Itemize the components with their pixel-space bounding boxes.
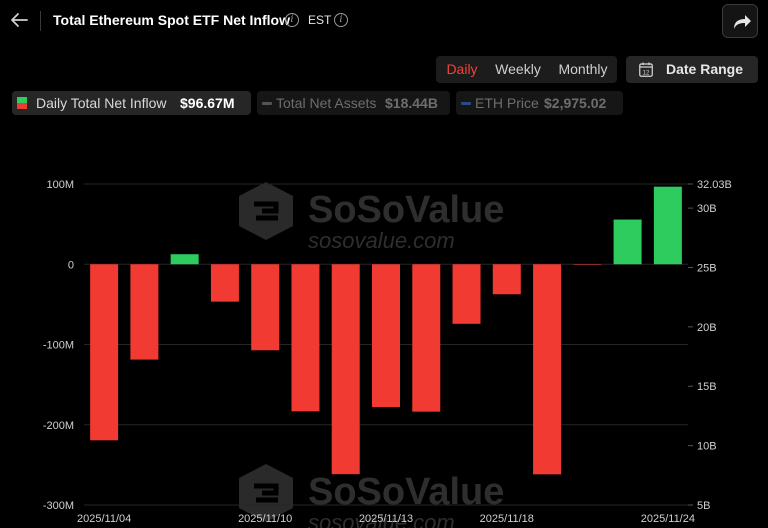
legend-label: ETH Price xyxy=(475,95,539,111)
legend-value: $96.67M xyxy=(180,95,235,111)
bar xyxy=(170,254,199,265)
y-right-tick-label: 5B xyxy=(697,500,710,512)
back-arrow-icon[interactable] xyxy=(8,9,30,31)
timezone-info-icon[interactable]: i xyxy=(334,13,348,27)
bar xyxy=(331,264,360,475)
x-axis: 2025/11/04 2025/11/10 2025/11/13 2025/11/18… xyxy=(77,513,695,525)
watermark-brand: SoSoValue xyxy=(308,189,504,231)
x-tick-label: 2025/11/10 xyxy=(238,513,292,525)
bar xyxy=(412,264,441,412)
legend-eth-price[interactable]: ETH Price $2,975.02 xyxy=(456,91,623,115)
header: Total Ethereum Spot ETF Net Inflow i EST… xyxy=(0,0,768,44)
period-weekly-button[interactable]: Weekly xyxy=(495,61,541,77)
bar xyxy=(372,264,400,408)
watermark-brand: SoSoValue xyxy=(308,471,504,513)
line-swatch-icon xyxy=(262,102,272,105)
legend-value: $2,975.02 xyxy=(544,95,607,111)
y-left-tick-label: -200M xyxy=(43,420,74,432)
bar xyxy=(251,264,280,351)
bar-swatch-icon xyxy=(17,97,27,109)
watermark-site: sosovalue.com xyxy=(308,228,455,253)
info-icon[interactable]: i xyxy=(285,13,299,27)
bar xyxy=(130,264,159,360)
header-divider xyxy=(40,11,41,31)
y-right-tick-label: 30B xyxy=(697,203,717,215)
y-left-tick-label: 0 xyxy=(68,259,74,271)
watermarks: SoSoValuesosovalue.comSoSoValuesosovalue… xyxy=(239,182,504,528)
bars xyxy=(90,186,682,475)
y-right-tick-label: 10B xyxy=(697,441,717,453)
bar xyxy=(492,264,521,295)
legend-label: Total Net Assets xyxy=(276,95,377,111)
x-tick-label: 2025/11/24 xyxy=(641,513,695,525)
bar xyxy=(533,264,562,475)
right-axis: 32.03B 30B 25B 20B 15B 10B 5B xyxy=(688,179,732,512)
bar xyxy=(613,219,642,265)
share-icon xyxy=(734,15,751,29)
x-tick-label: 2025/11/04 xyxy=(77,513,131,525)
legend-value: $18.44B xyxy=(385,95,438,111)
period-selector: Daily Weekly Monthly xyxy=(436,56,617,83)
bar xyxy=(573,264,602,265)
share-button[interactable] xyxy=(722,4,758,38)
sosovalue-logo-mark xyxy=(254,483,279,503)
bar xyxy=(653,186,682,265)
legend-label: Daily Total Net Inflow xyxy=(36,95,167,111)
bar xyxy=(210,264,239,302)
y-left-tick-label: -100M xyxy=(43,340,74,352)
bar xyxy=(291,264,320,412)
legend-total-net-assets[interactable]: Total Net Assets $18.44B xyxy=(257,91,450,115)
left-axis: 100M 0 -100M -200M -300M xyxy=(43,179,74,512)
y-right-tick-label: 15B xyxy=(697,381,717,393)
line-swatch-icon xyxy=(461,102,471,105)
y-left-tick-label: -300M xyxy=(43,500,74,512)
y-right-tick-label: 32.03B xyxy=(697,179,732,191)
x-tick-label: 2025/11/18 xyxy=(480,513,534,525)
period-monthly-button[interactable]: Monthly xyxy=(558,61,608,77)
watermark-site: sosovalue.com xyxy=(308,510,455,528)
y-right-tick-label: 25B xyxy=(697,262,717,274)
bar xyxy=(452,264,481,324)
legend-daily-net-inflow[interactable]: Daily Total Net Inflow $96.67M xyxy=(12,91,251,115)
svg-text:12: 12 xyxy=(643,70,650,76)
bar xyxy=(90,264,119,441)
page-title: Total Ethereum Spot ETF Net Inflow xyxy=(53,12,290,28)
calendar-icon: 12 xyxy=(639,62,653,77)
y-left-tick-label: 100M xyxy=(46,179,74,191)
y-right-tick-label: 20B xyxy=(697,322,717,334)
timezone-label: EST xyxy=(308,13,332,27)
sosovalue-logo-mark xyxy=(254,201,279,221)
date-range-label: Date Range xyxy=(666,61,744,77)
x-tick-label: 2025/11/13 xyxy=(359,513,413,525)
date-range-button[interactable]: 12 Date Range xyxy=(626,56,758,83)
period-daily-button[interactable]: Daily xyxy=(446,61,478,77)
